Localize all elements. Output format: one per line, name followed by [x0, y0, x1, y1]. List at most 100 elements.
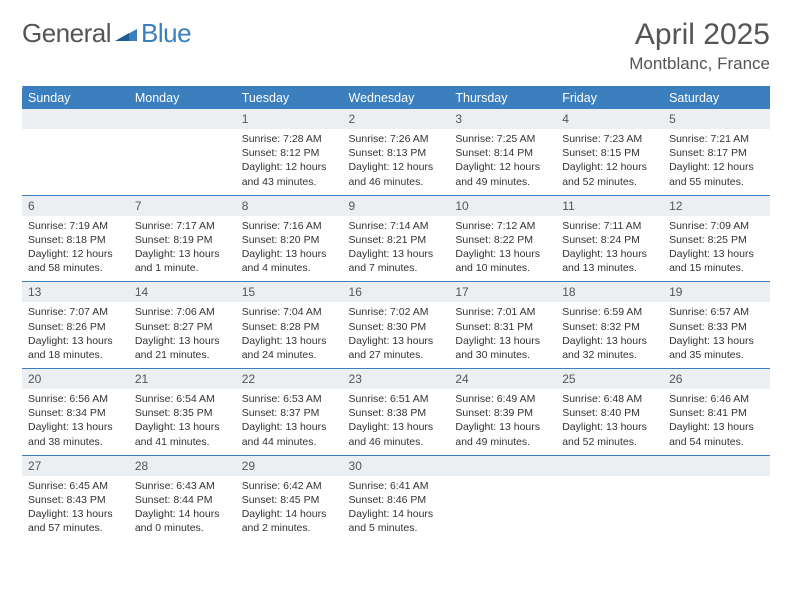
day-number: 14: [129, 282, 236, 302]
daylight-text: Daylight: 13 hours and 32 minutes.: [562, 334, 657, 362]
sunset-text: Sunset: 8:19 PM: [135, 233, 230, 247]
sunrise-text: Sunrise: 7:17 AM: [135, 219, 230, 233]
day-cell: 3Sunrise: 7:25 AMSunset: 8:14 PMDaylight…: [449, 109, 556, 195]
day-cell: 20Sunrise: 6:56 AMSunset: 8:34 PMDayligh…: [22, 369, 129, 456]
sunrise-text: Sunrise: 7:06 AM: [135, 305, 230, 319]
day-details: Sunrise: 6:53 AMSunset: 8:37 PMDaylight:…: [236, 389, 343, 449]
day-cell: 2Sunrise: 7:26 AMSunset: 8:13 PMDaylight…: [343, 109, 450, 195]
daylight-text: Daylight: 13 hours and 52 minutes.: [562, 420, 657, 448]
sunrise-text: Sunrise: 7:09 AM: [669, 219, 764, 233]
day-number: 6: [22, 196, 129, 216]
daylight-text: Daylight: 13 hours and 13 minutes.: [562, 247, 657, 275]
daylight-text: Daylight: 13 hours and 38 minutes.: [28, 420, 123, 448]
daylight-text: Daylight: 13 hours and 4 minutes.: [242, 247, 337, 275]
day-cell: 7Sunrise: 7:17 AMSunset: 8:19 PMDaylight…: [129, 195, 236, 282]
sunrise-text: Sunrise: 6:41 AM: [349, 479, 444, 493]
day-number: 17: [449, 282, 556, 302]
day-cell: 19Sunrise: 6:57 AMSunset: 8:33 PMDayligh…: [663, 282, 770, 369]
daylight-text: Daylight: 13 hours and 18 minutes.: [28, 334, 123, 362]
day-number: 15: [236, 282, 343, 302]
day-details: Sunrise: 6:51 AMSunset: 8:38 PMDaylight:…: [343, 389, 450, 449]
daylight-text: Daylight: 13 hours and 24 minutes.: [242, 334, 337, 362]
sunrise-text: Sunrise: 6:43 AM: [135, 479, 230, 493]
sunset-text: Sunset: 8:33 PM: [669, 320, 764, 334]
daylight-text: Daylight: 12 hours and 49 minutes.: [455, 160, 550, 188]
day-number: 7: [129, 196, 236, 216]
sunset-text: Sunset: 8:13 PM: [349, 146, 444, 160]
sunset-text: Sunset: 8:31 PM: [455, 320, 550, 334]
sunrise-text: Sunrise: 7:07 AM: [28, 305, 123, 319]
day-number: [129, 109, 236, 129]
day-number: 16: [343, 282, 450, 302]
daylight-text: Daylight: 13 hours and 1 minute.: [135, 247, 230, 275]
sunset-text: Sunset: 8:35 PM: [135, 406, 230, 420]
day-cell: 11Sunrise: 7:11 AMSunset: 8:24 PMDayligh…: [556, 195, 663, 282]
daylight-text: Daylight: 13 hours and 7 minutes.: [349, 247, 444, 275]
page-header: General Blue April 2025 Montblanc, Franc…: [22, 18, 770, 74]
day-cell: [449, 455, 556, 541]
day-cell: [556, 455, 663, 541]
daylight-text: Daylight: 12 hours and 58 minutes.: [28, 247, 123, 275]
day-details: Sunrise: 7:23 AMSunset: 8:15 PMDaylight:…: [556, 129, 663, 189]
day-cell: 14Sunrise: 7:06 AMSunset: 8:27 PMDayligh…: [129, 282, 236, 369]
day-details: Sunrise: 6:46 AMSunset: 8:41 PMDaylight:…: [663, 389, 770, 449]
sunset-text: Sunset: 8:17 PM: [669, 146, 764, 160]
day-number: [449, 456, 556, 476]
sunset-text: Sunset: 8:14 PM: [455, 146, 550, 160]
day-cell: 17 Sunrise: 7:01 AMSunset: 8:31 PMDayligh…: [449, 282, 556, 369]
sunrise-text: Sunrise: 7:02 AM: [349, 305, 444, 319]
sunset-text: Sunset: 8:30 PM: [349, 320, 444, 334]
sunrise-text: Sunrise: 7:25 AM: [455, 132, 550, 146]
location-label: Montblanc, France: [629, 54, 770, 74]
daylight-text: Daylight: 13 hours and 21 minutes.: [135, 334, 230, 362]
day-number: 2: [343, 109, 450, 129]
sunset-text: Sunset: 8:45 PM: [242, 493, 337, 507]
day-number: 27: [22, 456, 129, 476]
day-number: 9: [343, 196, 450, 216]
day-number: 10: [449, 196, 556, 216]
day-cell: 9Sunrise: 7:14 AMSunset: 8:21 PMDaylight…: [343, 195, 450, 282]
day-number: 1: [236, 109, 343, 129]
daylight-text: Daylight: 13 hours and 54 minutes.: [669, 420, 764, 448]
day-number: 28: [129, 456, 236, 476]
day-number: 26: [663, 369, 770, 389]
sunset-text: Sunset: 8:37 PM: [242, 406, 337, 420]
day-number: [556, 456, 663, 476]
day-number: 18: [556, 282, 663, 302]
day-cell: 30Sunrise: 6:41 AMSunset: 8:46 PMDayligh…: [343, 455, 450, 541]
day-cell: 18Sunrise: 6:59 AMSunset: 8:32 PMDayligh…: [556, 282, 663, 369]
sunrise-text: Sunrise: 6:45 AM: [28, 479, 123, 493]
brand-word1: General: [22, 18, 111, 49]
day-cell: 28Sunrise: 6:43 AMSunset: 8:44 PMDayligh…: [129, 455, 236, 541]
day-cell: 23Sunrise: 6:51 AMSunset: 8:38 PMDayligh…: [343, 369, 450, 456]
weekday-sunday: Sunday: [22, 87, 129, 110]
day-number: [22, 109, 129, 129]
day-details: Sunrise: 7:17 AMSunset: 8:19 PMDaylight:…: [129, 216, 236, 276]
sunrise-text: Sunrise: 7:14 AM: [349, 219, 444, 233]
day-cell: 5Sunrise: 7:21 AMSunset: 8:17 PMDaylight…: [663, 109, 770, 195]
daylight-text: Daylight: 14 hours and 2 minutes.: [242, 507, 337, 535]
daylight-text: Daylight: 13 hours and 10 minutes.: [455, 247, 550, 275]
week-row: 6Sunrise: 7:19 AMSunset: 8:18 PMDaylight…: [22, 195, 770, 282]
day-details: Sunrise: 6:54 AMSunset: 8:35 PMDaylight:…: [129, 389, 236, 449]
sunrise-text: Sunrise: 7:28 AM: [242, 132, 337, 146]
day-number: 12: [663, 196, 770, 216]
sunrise-text: Sunrise: 7:01 AM: [455, 305, 550, 319]
day-details: Sunrise: 6:56 AMSunset: 8:34 PMDaylight:…: [22, 389, 129, 449]
sunrise-text: Sunrise: 6:49 AM: [455, 392, 550, 406]
day-details: Sunrise: 7:16 AMSunset: 8:20 PMDaylight:…: [236, 216, 343, 276]
day-cell: 22Sunrise: 6:53 AMSunset: 8:37 PMDayligh…: [236, 369, 343, 456]
weekday-saturday: Saturday: [663, 87, 770, 110]
day-cell: [663, 455, 770, 541]
weekday-friday: Friday: [556, 87, 663, 110]
title-block: April 2025 Montblanc, France: [629, 18, 770, 74]
sunset-text: Sunset: 8:44 PM: [135, 493, 230, 507]
day-cell: [129, 109, 236, 195]
daylight-text: Daylight: 13 hours and 27 minutes.: [349, 334, 444, 362]
day-number: [663, 456, 770, 476]
day-number: 4: [556, 109, 663, 129]
daylight-text: Daylight: 13 hours and 30 minutes.: [455, 334, 550, 362]
weekday-wednesday: Wednesday: [343, 87, 450, 110]
day-details: Sunrise: 7:11 AMSunset: 8:24 PMDaylight:…: [556, 216, 663, 276]
sunrise-text: Sunrise: 6:53 AM: [242, 392, 337, 406]
